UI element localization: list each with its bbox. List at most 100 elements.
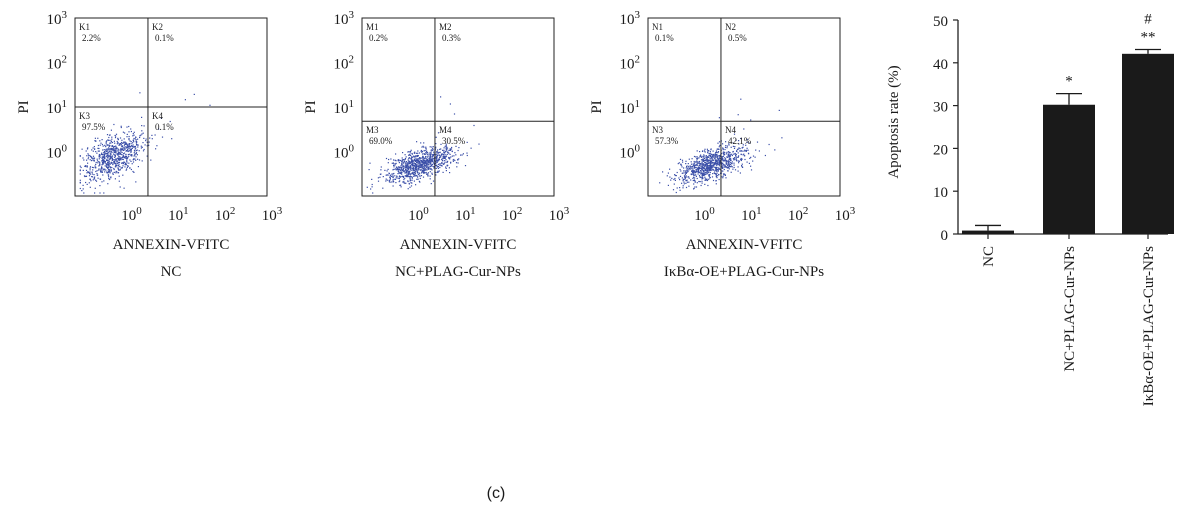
event-dot	[693, 183, 694, 184]
event-dot	[421, 175, 422, 176]
event-dot	[415, 158, 416, 159]
x-tick-label: 103	[835, 205, 856, 224]
event-dot	[98, 145, 99, 146]
event-dot	[81, 167, 82, 168]
event-dot	[432, 174, 433, 175]
event-dot	[121, 167, 122, 168]
event-dot	[450, 162, 451, 163]
event-dot	[80, 166, 81, 167]
event-dot	[371, 179, 372, 180]
event-dot	[389, 177, 390, 178]
event-dot	[426, 152, 427, 153]
event-dot	[430, 162, 431, 163]
quadrant-percent-k2: 0.1%	[155, 33, 174, 43]
event-dot	[715, 167, 716, 168]
quadrant-percent-m1: 0.2%	[369, 33, 388, 43]
event-dot	[141, 147, 142, 148]
event-dot	[440, 152, 441, 153]
event-dot	[716, 175, 717, 176]
event-dot	[80, 188, 81, 189]
event-dot	[682, 177, 683, 178]
event-dot	[722, 166, 723, 167]
event-dot	[131, 150, 132, 151]
event-dot	[749, 158, 750, 159]
event-dot	[696, 186, 697, 187]
event-dot	[700, 163, 701, 164]
event-dot	[410, 179, 411, 180]
event-dot	[408, 159, 409, 160]
event-dot	[122, 149, 123, 150]
event-dot	[127, 147, 128, 148]
event-dot	[119, 143, 120, 144]
event-dot	[135, 181, 136, 182]
event-dot	[136, 145, 137, 146]
event-dot	[400, 177, 401, 178]
event-dot	[702, 159, 703, 160]
event-dot	[99, 156, 100, 157]
y-tick-label: 50	[933, 14, 948, 30]
event-dot	[693, 171, 694, 172]
event-dot	[713, 159, 714, 160]
event-dot	[699, 161, 700, 162]
event-dot	[453, 159, 454, 160]
event-dot	[131, 151, 132, 152]
event-dot	[709, 170, 710, 171]
event-dot	[96, 173, 97, 174]
event-dot	[689, 178, 690, 179]
event-dot	[404, 161, 405, 162]
event-dot	[424, 160, 425, 161]
event-dot	[411, 161, 412, 162]
event-dot	[701, 156, 702, 157]
quadrant-percent-k4: 0.1%	[155, 122, 174, 132]
event-dot	[92, 160, 93, 161]
event-dot	[403, 163, 404, 164]
event-dot	[378, 181, 379, 182]
event-dot	[104, 145, 105, 146]
event-dot	[446, 168, 447, 169]
event-dot	[691, 168, 692, 169]
event-dot	[102, 170, 103, 171]
event-dot	[698, 163, 699, 164]
event-dot	[426, 172, 427, 173]
event-dot	[683, 179, 684, 180]
event-dot	[688, 182, 689, 183]
event-dot	[743, 154, 744, 155]
event-dot	[104, 161, 105, 162]
event-dot	[123, 161, 124, 162]
event-dot	[406, 171, 407, 172]
event-dot	[668, 173, 669, 174]
event-dot	[724, 169, 725, 170]
event-dot	[92, 167, 93, 168]
event-dot	[741, 159, 742, 160]
event-dot	[411, 153, 412, 154]
event-dot	[95, 188, 96, 189]
event-dot	[444, 152, 445, 153]
event-dot	[149, 138, 150, 139]
event-dot	[454, 113, 455, 114]
event-dot	[126, 127, 127, 128]
x-tick-label: 101	[455, 205, 476, 224]
event-dot	[432, 150, 433, 151]
event-dot	[141, 130, 142, 131]
event-dot	[105, 170, 106, 171]
event-dot	[729, 159, 730, 160]
event-dot	[133, 158, 134, 159]
event-dot	[110, 156, 111, 157]
event-dot	[95, 138, 96, 139]
event-dot	[447, 162, 448, 163]
event-dot	[99, 185, 100, 186]
quadrant-percent-n4: 42.1%	[728, 136, 752, 146]
event-dot	[677, 187, 678, 188]
event-dot	[115, 137, 116, 138]
event-dot	[132, 163, 133, 164]
event-dot	[111, 137, 112, 138]
event-dot	[388, 159, 389, 160]
event-dot	[722, 158, 723, 159]
event-dot	[736, 160, 737, 161]
event-dot	[707, 166, 708, 167]
event-dot	[458, 147, 459, 148]
event-dot	[99, 155, 100, 156]
event-dot	[449, 167, 450, 168]
event-dot	[124, 188, 125, 189]
event-dot	[114, 150, 115, 151]
